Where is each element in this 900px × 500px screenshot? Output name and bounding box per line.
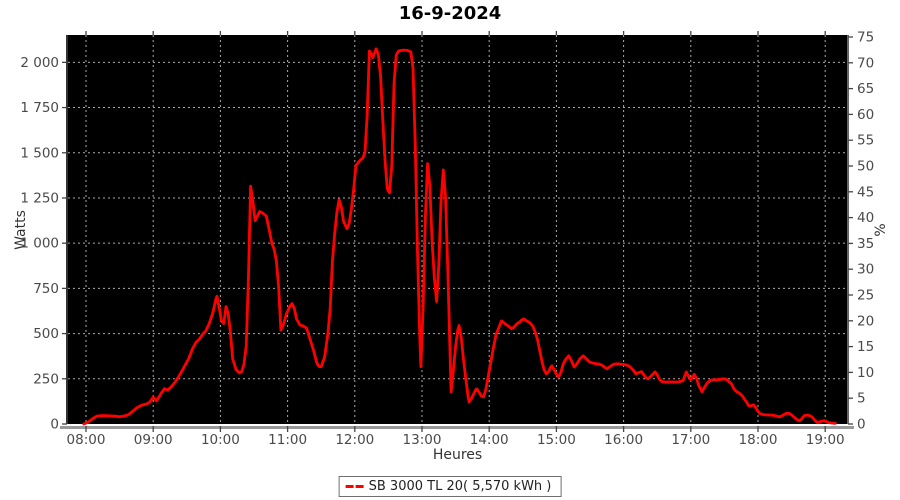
y-tick-label-left: 1 750 [20,100,59,116]
y-tick-label-right: 60 [857,107,874,123]
x-tick-label: 13:00 [403,432,442,448]
y-tick-label-left: 500 [33,326,59,342]
x-tick-label: 17:00 [671,432,710,448]
x-tick-label: 11:00 [268,432,307,448]
x-tick-label: 16:00 [604,432,643,448]
y-tick-label-right: 15 [857,339,874,355]
y-tick-label-left: 750 [33,281,59,297]
x-tick-label: 18:00 [739,432,778,448]
y-tick-label-right: 0 [857,417,866,433]
x-tick-label: 14:00 [470,432,509,448]
power-series-line [82,47,837,426]
x-tick-label: 10:00 [201,432,240,448]
legend-line-marker [345,485,364,488]
legend: SB 3000 TL 20( 5,570 kWh ) [338,476,562,497]
y-tick-label-right: 75 [857,30,874,46]
y-tick-label-left: 1 500 [20,145,59,161]
y-tick-label-right: 20 [857,313,874,329]
y-tick-label-right: 25 [857,288,874,304]
y-tick-label-left: 250 [33,371,59,387]
y-tick-label-right: 70 [857,55,874,71]
y-tick-label-left: 0 [50,417,59,433]
x-axis-line [60,426,854,429]
y-tick-label-right: 10 [857,365,874,381]
y-tick-label-left: 2 000 [20,55,59,71]
y-tick-label-right: 5 [857,391,866,407]
x-axis-label-heures: Heures [432,447,483,463]
chart-canvas: 08:00 09:00 10:00 11:00 12:00 13:00 14:00 15:00… [20,30,874,449]
y-tick-label-right: 50 [857,159,874,175]
legend-series-label: SB 3000 TL 20( 5,570 kWh ) [368,479,552,494]
x-tick-label: 15:00 [537,432,576,448]
x-tick-label: 12:00 [335,432,374,448]
y-tick-label-right: 45 [857,184,874,200]
y-tick-label-left: 1 250 [20,190,59,206]
y-tick-label-left: 1 000 [20,236,59,252]
x-tick-label: 09:00 [134,432,173,448]
y-tick-label-right: 40 [857,210,874,226]
y-tick-label-right: 65 [857,81,874,97]
chart-title: 16-9-2024 [398,3,502,24]
y-tick-label-right: 30 [857,262,874,278]
y-tick-label-right: 55 [857,133,874,149]
x-tick-label: 19:00 [806,432,845,448]
y-tick-label-right: 35 [857,236,874,252]
x-tick-label: 08:00 [67,432,106,448]
plot-area [68,35,847,424]
